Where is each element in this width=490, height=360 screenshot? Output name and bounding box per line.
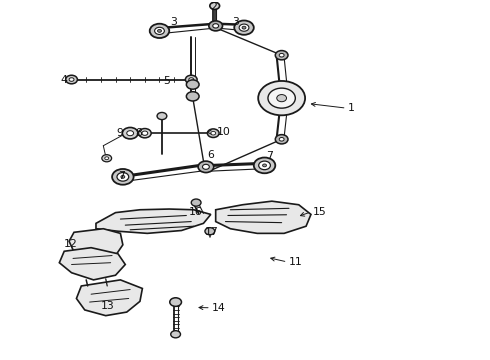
Circle shape bbox=[277, 95, 287, 102]
Text: 13: 13 bbox=[100, 301, 114, 311]
Circle shape bbox=[198, 161, 214, 172]
Text: 5: 5 bbox=[163, 76, 170, 86]
Text: 7: 7 bbox=[266, 151, 273, 161]
Circle shape bbox=[202, 164, 209, 169]
Circle shape bbox=[258, 81, 305, 115]
Circle shape bbox=[209, 21, 222, 31]
Circle shape bbox=[213, 24, 219, 28]
Circle shape bbox=[234, 21, 254, 35]
Circle shape bbox=[139, 129, 151, 138]
Text: 16: 16 bbox=[188, 207, 202, 217]
Circle shape bbox=[185, 75, 197, 84]
Polygon shape bbox=[59, 248, 125, 280]
Circle shape bbox=[171, 331, 180, 338]
Circle shape bbox=[191, 199, 201, 206]
Text: 9: 9 bbox=[117, 128, 123, 138]
Circle shape bbox=[158, 30, 161, 32]
Polygon shape bbox=[96, 209, 211, 233]
Circle shape bbox=[150, 24, 169, 38]
Text: 1: 1 bbox=[348, 103, 355, 113]
Polygon shape bbox=[69, 229, 123, 259]
Circle shape bbox=[121, 175, 125, 178]
Polygon shape bbox=[76, 280, 143, 316]
Circle shape bbox=[189, 78, 194, 81]
Circle shape bbox=[275, 135, 288, 144]
Text: 14: 14 bbox=[212, 303, 225, 313]
Text: 8: 8 bbox=[135, 128, 142, 138]
Circle shape bbox=[279, 53, 284, 57]
Text: 3: 3 bbox=[232, 17, 239, 27]
Circle shape bbox=[155, 27, 164, 35]
Circle shape bbox=[112, 169, 134, 185]
Circle shape bbox=[259, 161, 270, 170]
Circle shape bbox=[205, 228, 215, 235]
Circle shape bbox=[105, 157, 109, 160]
Circle shape bbox=[102, 155, 112, 162]
Circle shape bbox=[66, 75, 77, 84]
Circle shape bbox=[268, 88, 295, 108]
Circle shape bbox=[279, 138, 284, 141]
Text: 12: 12 bbox=[64, 239, 77, 249]
Circle shape bbox=[127, 131, 134, 136]
Circle shape bbox=[263, 164, 267, 167]
Circle shape bbox=[211, 131, 216, 135]
Circle shape bbox=[142, 131, 148, 135]
Circle shape bbox=[170, 298, 181, 306]
Circle shape bbox=[69, 78, 74, 81]
Text: 7: 7 bbox=[119, 171, 125, 181]
Circle shape bbox=[157, 112, 167, 120]
Circle shape bbox=[275, 50, 288, 60]
Text: 10: 10 bbox=[217, 127, 230, 137]
Circle shape bbox=[117, 172, 129, 181]
Circle shape bbox=[186, 80, 199, 89]
Circle shape bbox=[239, 24, 249, 31]
Text: 15: 15 bbox=[313, 207, 326, 217]
Circle shape bbox=[207, 129, 219, 138]
Text: 11: 11 bbox=[289, 257, 303, 267]
Text: 2: 2 bbox=[210, 2, 217, 12]
Circle shape bbox=[254, 158, 275, 173]
Text: 3: 3 bbox=[171, 17, 177, 27]
Text: 6: 6 bbox=[207, 150, 214, 160]
Polygon shape bbox=[216, 201, 311, 233]
Circle shape bbox=[242, 26, 246, 29]
Text: 17: 17 bbox=[205, 226, 219, 237]
Circle shape bbox=[210, 2, 220, 9]
Circle shape bbox=[122, 127, 138, 139]
Circle shape bbox=[186, 92, 199, 101]
Text: 4: 4 bbox=[61, 75, 68, 85]
